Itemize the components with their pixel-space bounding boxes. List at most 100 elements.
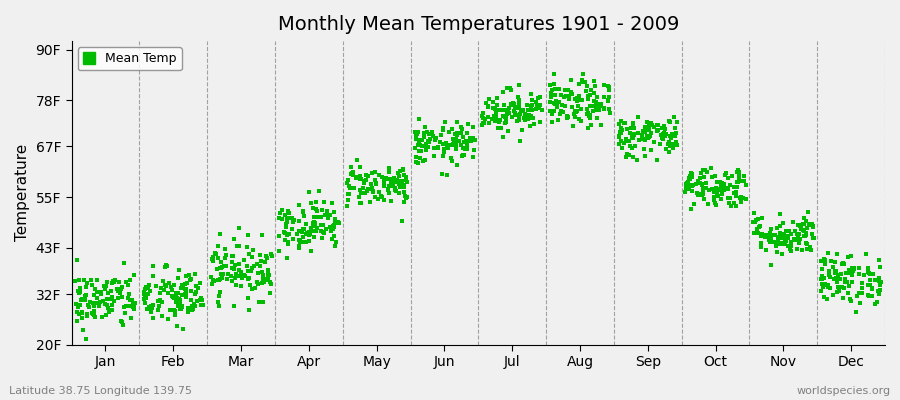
- Point: [640, 133, 654, 140]
- Point: [216, 262, 230, 269]
- Point: [525, 107, 539, 113]
- Point: [529, 99, 544, 106]
- Point: [395, 181, 410, 188]
- Point: [852, 290, 867, 296]
- Point: [770, 233, 785, 240]
- Point: [391, 170, 405, 176]
- Point: [698, 196, 712, 202]
- Point: [99, 283, 113, 289]
- Point: [748, 219, 762, 226]
- Point: [324, 200, 338, 206]
- Point: [420, 129, 435, 135]
- Point: [830, 288, 844, 295]
- Point: [516, 107, 530, 114]
- Point: [528, 106, 543, 112]
- Point: [486, 113, 500, 120]
- Point: [818, 261, 832, 267]
- Point: [668, 124, 682, 131]
- Point: [310, 228, 324, 234]
- Point: [661, 140, 675, 147]
- Point: [436, 127, 451, 133]
- Point: [554, 92, 569, 98]
- Point: [292, 228, 306, 234]
- Point: [115, 318, 130, 325]
- Point: [366, 189, 381, 195]
- Point: [283, 210, 297, 216]
- Point: [777, 241, 791, 247]
- Point: [716, 184, 730, 190]
- Point: [328, 218, 342, 225]
- Point: [561, 114, 575, 120]
- Point: [76, 327, 91, 333]
- Point: [778, 238, 793, 244]
- Point: [349, 174, 364, 181]
- Point: [806, 224, 820, 230]
- Point: [824, 258, 838, 264]
- Point: [733, 176, 747, 182]
- Point: [626, 131, 641, 137]
- Point: [637, 127, 652, 134]
- Point: [400, 194, 414, 200]
- Point: [441, 142, 455, 148]
- Point: [328, 239, 343, 246]
- Point: [194, 302, 209, 308]
- Point: [127, 306, 141, 312]
- Point: [821, 250, 835, 256]
- Point: [615, 127, 629, 134]
- Point: [758, 234, 772, 240]
- Point: [726, 190, 741, 196]
- Point: [836, 284, 850, 291]
- Point: [341, 177, 356, 183]
- Point: [250, 270, 265, 276]
- Point: [229, 282, 243, 288]
- Point: [502, 104, 517, 111]
- Point: [814, 276, 829, 282]
- Point: [450, 132, 464, 139]
- Point: [709, 186, 724, 192]
- Point: [836, 259, 850, 266]
- Point: [82, 304, 96, 310]
- Point: [185, 306, 200, 313]
- Point: [104, 288, 119, 294]
- Point: [353, 164, 367, 170]
- Point: [311, 188, 326, 194]
- Point: [112, 279, 127, 286]
- Point: [92, 303, 106, 309]
- Point: [241, 268, 256, 274]
- Point: [178, 286, 193, 292]
- Point: [696, 186, 710, 192]
- Point: [615, 138, 629, 144]
- Point: [244, 286, 258, 292]
- Point: [519, 102, 534, 108]
- Point: [475, 122, 490, 129]
- Point: [597, 106, 611, 113]
- Point: [507, 101, 521, 107]
- Point: [437, 149, 452, 156]
- Point: [749, 216, 763, 223]
- Point: [804, 247, 818, 253]
- Point: [665, 130, 680, 137]
- Point: [521, 107, 535, 113]
- Point: [685, 174, 699, 180]
- Point: [167, 306, 182, 313]
- Point: [212, 230, 227, 237]
- Point: [256, 273, 270, 280]
- Point: [239, 263, 254, 270]
- Point: [834, 271, 849, 277]
- Point: [861, 281, 876, 288]
- Point: [565, 104, 580, 110]
- Point: [817, 256, 832, 262]
- Point: [861, 291, 876, 298]
- Point: [581, 96, 596, 102]
- Point: [436, 124, 450, 131]
- Point: [106, 278, 121, 284]
- Point: [481, 114, 495, 121]
- Point: [388, 185, 402, 192]
- Point: [669, 138, 683, 145]
- Point: [455, 134, 470, 140]
- Point: [274, 216, 289, 222]
- Point: [821, 282, 835, 288]
- Point: [357, 178, 372, 184]
- Point: [845, 270, 859, 277]
- Point: [225, 252, 239, 259]
